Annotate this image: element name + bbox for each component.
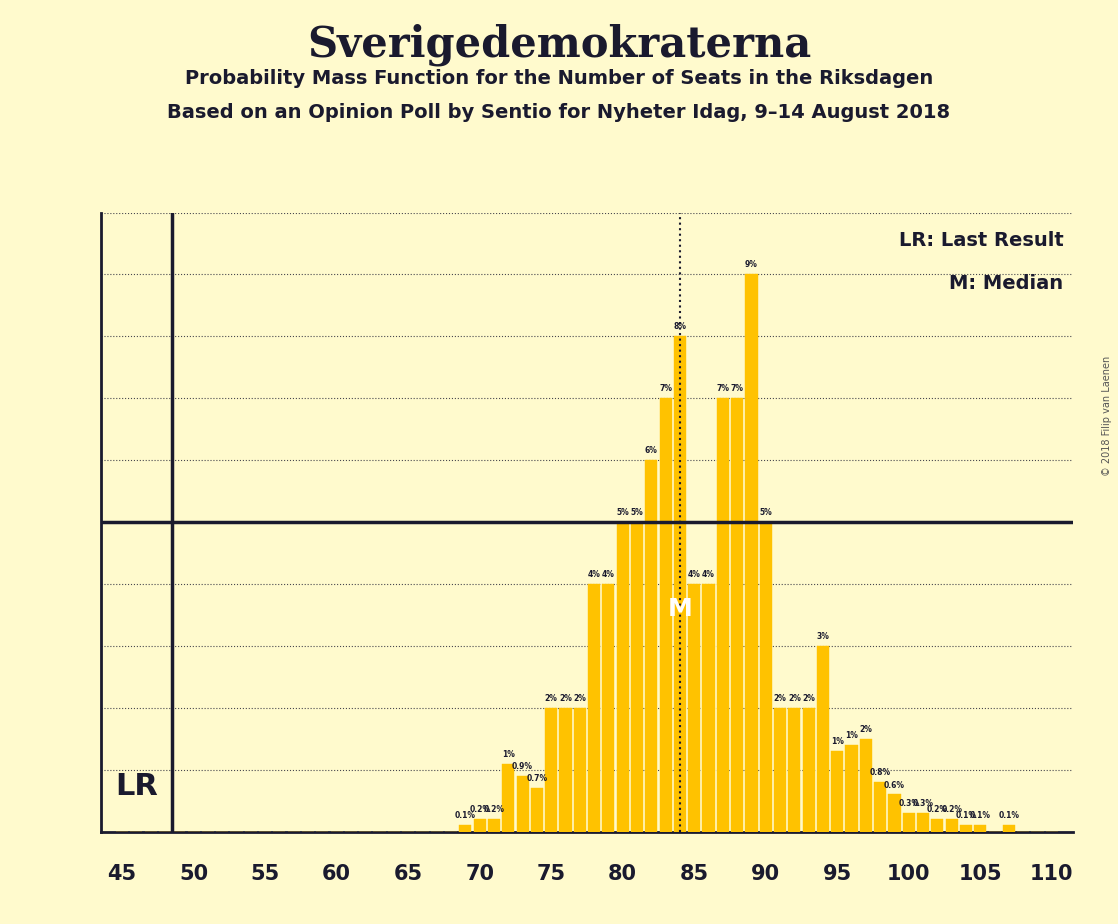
Text: 5%: 5% <box>759 508 773 517</box>
Bar <box>974 825 986 832</box>
Bar <box>660 398 672 832</box>
Text: 7%: 7% <box>660 384 672 394</box>
Text: Sverigedemokraterna: Sverigedemokraterna <box>306 23 812 66</box>
Bar <box>546 708 557 832</box>
Bar <box>860 739 872 832</box>
Text: 4%: 4% <box>688 570 701 579</box>
Text: 0.1%: 0.1% <box>455 811 476 821</box>
Bar <box>817 646 830 832</box>
Bar <box>759 522 771 832</box>
Text: 0.2%: 0.2% <box>470 805 490 814</box>
Text: 9%: 9% <box>745 261 758 270</box>
Text: 0.1%: 0.1% <box>998 811 1020 821</box>
Text: 45: 45 <box>107 864 136 884</box>
Bar <box>603 584 615 832</box>
Bar <box>559 708 571 832</box>
Text: 5%: 5% <box>616 508 629 517</box>
Bar <box>674 336 686 832</box>
Text: 55: 55 <box>250 864 280 884</box>
Text: 100: 100 <box>887 864 930 884</box>
Bar <box>960 825 972 832</box>
Bar <box>459 825 472 832</box>
Text: 0.8%: 0.8% <box>870 768 891 777</box>
Text: 70: 70 <box>465 864 494 884</box>
Bar <box>517 776 529 832</box>
Text: 1%: 1% <box>502 749 514 759</box>
Bar <box>946 820 958 832</box>
Text: 2%: 2% <box>544 694 558 703</box>
Bar <box>889 795 901 832</box>
Text: 2%: 2% <box>559 694 572 703</box>
Bar <box>917 813 929 832</box>
Text: 0.1%: 0.1% <box>969 811 991 821</box>
Text: 1%: 1% <box>831 737 844 747</box>
Text: 60: 60 <box>322 864 351 884</box>
Text: 0.3%: 0.3% <box>898 799 919 808</box>
Text: 4%: 4% <box>588 570 600 579</box>
Text: M: Median: M: Median <box>949 274 1063 294</box>
Text: 65: 65 <box>394 864 423 884</box>
Text: 0.2%: 0.2% <box>941 805 963 814</box>
Text: 5%: 5% <box>631 508 643 517</box>
Text: 50: 50 <box>179 864 208 884</box>
Bar <box>531 788 543 832</box>
Bar <box>746 274 758 832</box>
Bar <box>1003 825 1015 832</box>
Text: 105: 105 <box>958 864 1002 884</box>
Bar <box>874 782 887 832</box>
Bar <box>689 584 700 832</box>
Text: 2%: 2% <box>774 694 786 703</box>
Text: 0.9%: 0.9% <box>512 762 533 771</box>
Bar <box>774 708 786 832</box>
Bar <box>474 820 485 832</box>
Bar <box>487 820 500 832</box>
Bar <box>588 584 600 832</box>
Text: 90: 90 <box>751 864 780 884</box>
Bar <box>931 820 944 832</box>
Text: 3%: 3% <box>816 632 830 641</box>
Bar <box>631 522 643 832</box>
Text: 7%: 7% <box>731 384 743 394</box>
Text: 4%: 4% <box>601 570 615 579</box>
Text: 4%: 4% <box>702 570 716 579</box>
Text: 2%: 2% <box>860 724 872 734</box>
Text: 1%: 1% <box>845 731 858 740</box>
Text: 0.3%: 0.3% <box>912 799 934 808</box>
Bar <box>803 708 815 832</box>
Bar <box>902 813 915 832</box>
Text: 0.2%: 0.2% <box>927 805 948 814</box>
Text: 75: 75 <box>537 864 566 884</box>
Text: 110: 110 <box>1030 864 1073 884</box>
Text: Probability Mass Function for the Number of Seats in the Riksdagen: Probability Mass Function for the Number… <box>184 69 934 89</box>
Bar <box>845 745 858 832</box>
Bar <box>731 398 743 832</box>
Bar <box>831 751 843 832</box>
Text: 2%: 2% <box>788 694 800 703</box>
Text: M: M <box>667 597 692 621</box>
Text: 0.2%: 0.2% <box>483 805 504 814</box>
Text: 2%: 2% <box>803 694 815 703</box>
Bar <box>645 460 657 832</box>
Bar <box>702 584 714 832</box>
Text: 0.7%: 0.7% <box>527 774 548 784</box>
Text: Based on an Opinion Poll by Sentio for Nyheter Idag, 9–14 August 2018: Based on an Opinion Poll by Sentio for N… <box>168 103 950 123</box>
Text: © 2018 Filip van Laenen: © 2018 Filip van Laenen <box>1102 356 1112 476</box>
Bar <box>788 708 800 832</box>
Text: 95: 95 <box>823 864 852 884</box>
Text: 0.6%: 0.6% <box>884 781 904 789</box>
Text: LR: LR <box>115 772 158 800</box>
Bar <box>502 763 514 832</box>
Text: 80: 80 <box>608 864 637 884</box>
Text: 8%: 8% <box>673 322 686 332</box>
Text: 0.1%: 0.1% <box>956 811 976 821</box>
Text: 2%: 2% <box>574 694 586 703</box>
Bar <box>717 398 729 832</box>
Text: 7%: 7% <box>717 384 729 394</box>
Bar <box>574 708 586 832</box>
Text: LR: Last Result: LR: Last Result <box>899 231 1063 250</box>
Text: 85: 85 <box>680 864 709 884</box>
Text: 6%: 6% <box>645 446 657 456</box>
Bar <box>617 522 628 832</box>
